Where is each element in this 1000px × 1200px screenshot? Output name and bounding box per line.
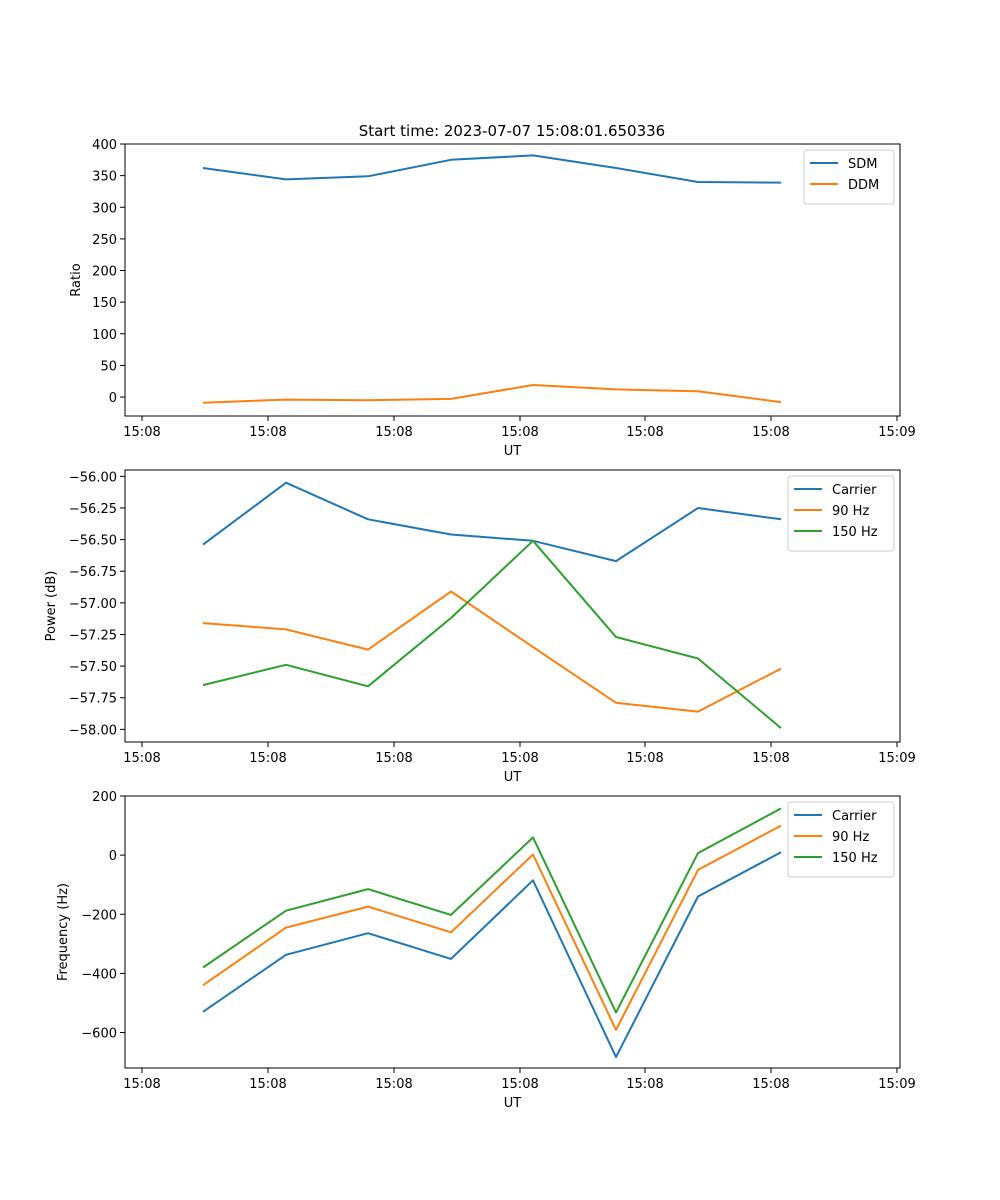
- series-line-ddm: [202, 384, 782, 404]
- x-axis-label: UT: [504, 1096, 522, 1111]
- y-tick-label: −56.00: [69, 470, 117, 485]
- x-tick-label: 15:08: [123, 1077, 160, 1092]
- series-line-90-hz: [202, 824, 782, 1031]
- y-tick-label: −58.00: [69, 723, 117, 738]
- legend: SDM DDM: [803, 149, 895, 205]
- y-tick-label: −400: [81, 967, 117, 982]
- y-axis-label: Power (dB): [44, 571, 59, 642]
- chart-1: 15:08 15:08 15:08 15:08 15:08 15:08 15:09 0 50 10…: [69, 138, 916, 459]
- legend-label: Carrier: [832, 483, 877, 498]
- x-tick-label: 15:08: [752, 425, 789, 440]
- x-tick-label: 15:08: [375, 425, 412, 440]
- legend: Carrier 90 Hz 150 Hz: [787, 801, 895, 878]
- series-line-150-hz: [202, 539, 782, 729]
- y-tick-label: 100: [92, 328, 117, 343]
- y-tick-label: 50: [100, 359, 117, 374]
- legend-box: [787, 475, 895, 552]
- legend-label: 150 Hz: [832, 525, 878, 540]
- y-tick-label: −57.00: [69, 597, 117, 612]
- axes-frame: [124, 795, 901, 1069]
- x-tick-label: 15:08: [249, 1077, 286, 1092]
- chart-2: 15:08 15:08 15:08 15:08 15:08 15:08 15:09 −58.0…: [44, 469, 916, 785]
- y-tick-label: −56.25: [69, 502, 117, 517]
- y-tick-label: 0: [109, 849, 117, 864]
- figure-title: Start time: 2023-07-07 15:08:01.650336: [359, 122, 665, 140]
- series-line-90-hz: [202, 590, 782, 713]
- y-tick-label: 0: [109, 391, 117, 406]
- x-tick-label: 15:08: [501, 425, 538, 440]
- x-tick-label: 15:08: [375, 751, 412, 766]
- legend: Carrier 90 Hz 150 Hz: [787, 475, 895, 552]
- y-tick-label: −56.50: [69, 534, 117, 549]
- y-axis-label: Frequency (Hz): [56, 883, 71, 981]
- y-tick-label: 200: [92, 790, 117, 805]
- axes-frame: [124, 469, 901, 743]
- y-tick-label: 150: [92, 296, 117, 311]
- legend-box: [787, 801, 895, 878]
- legend-label: 150 Hz: [832, 851, 878, 866]
- x-tick-label: 15:08: [123, 751, 160, 766]
- y-tick-label: 400: [92, 138, 117, 153]
- y-tick-label: 300: [92, 201, 117, 216]
- x-tick-label: 15:08: [123, 425, 160, 440]
- x-axis-label: UT: [504, 770, 522, 785]
- x-tick-label: 15:08: [501, 751, 538, 766]
- y-tick-label: −56.75: [69, 565, 117, 580]
- y-tick-label: 250: [92, 233, 117, 248]
- legend-label: 90 Hz: [832, 830, 869, 845]
- y-tick-label: −57.75: [69, 692, 117, 707]
- x-tick-label: 15:08: [752, 751, 789, 766]
- chart-3: 15:08 15:08 15:08 15:08 15:08 15:08 15:09 −600 −…: [56, 790, 916, 1111]
- x-tick-label: 15:08: [501, 1077, 538, 1092]
- legend-label: SDM: [848, 157, 877, 172]
- x-tick-label: 15:08: [626, 425, 663, 440]
- legend-label: Carrier: [832, 809, 877, 824]
- x-tick-label: 15:09: [878, 751, 915, 766]
- x-tick-label: 15:08: [626, 1077, 663, 1092]
- y-axis-label: Ratio: [69, 263, 84, 296]
- y-tick-label: −600: [81, 1027, 117, 1042]
- x-tick-label: 15:08: [249, 751, 286, 766]
- series-line-150-hz: [202, 807, 782, 1014]
- x-tick-label: 15:09: [878, 1077, 915, 1092]
- x-tick-label: 15:08: [752, 1077, 789, 1092]
- legend-label: DDM: [848, 178, 879, 193]
- y-tick-label: −57.50: [69, 660, 117, 675]
- y-tick-label: 200: [92, 265, 117, 280]
- x-tick-label: 15:08: [626, 751, 663, 766]
- y-tick-label: −200: [81, 908, 117, 923]
- x-tick-label: 15:08: [249, 425, 286, 440]
- series-line-sdm: [202, 154, 782, 184]
- x-tick-label: 15:09: [878, 425, 915, 440]
- x-axis-label: UT: [504, 444, 522, 459]
- x-tick-label: 15:08: [375, 1077, 412, 1092]
- y-tick-label: −57.25: [69, 628, 117, 643]
- y-tick-label: 350: [92, 170, 117, 185]
- axes-frame: [124, 143, 901, 417]
- legend-label: 90 Hz: [832, 504, 869, 519]
- series-line-carrier: [202, 851, 782, 1059]
- series-line-carrier: [202, 481, 782, 563]
